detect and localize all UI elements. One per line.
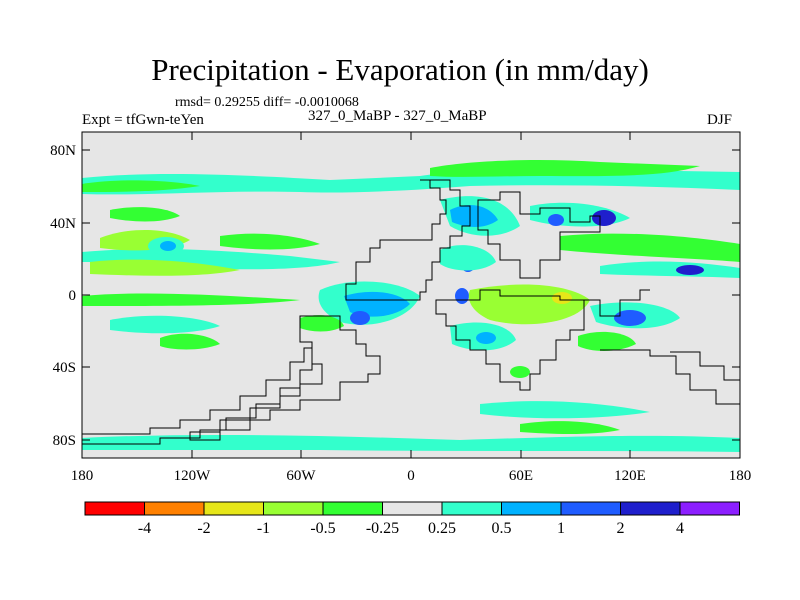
field-40n-blob <box>110 207 180 222</box>
coast-antarctic-peninsula <box>82 347 313 445</box>
field-s-pac-green <box>578 331 636 351</box>
field-west-pac <box>110 315 220 334</box>
colorbar-label-4: -0.25 <box>366 520 399 537</box>
field-antarctic <box>82 434 740 452</box>
lon-tick-120w: 120W <box>174 468 212 484</box>
lat-tick-40n: 40N <box>50 216 76 232</box>
colorbar-box-8 <box>560 501 621 516</box>
field-mid-pac <box>220 233 320 250</box>
coast-australia <box>600 349 741 405</box>
y-tick-marks <box>82 149 740 441</box>
colorbar-box-5 <box>382 501 443 516</box>
field-indian-yellow <box>552 292 572 304</box>
field-north-green <box>430 160 700 177</box>
colorbar: -4 -2 -1 -0.5 -0.25 0.25 0.5 1 2 4 <box>84 501 740 537</box>
colorbar-box-7 <box>501 501 562 516</box>
lon-tick-0: 0 <box>407 468 415 484</box>
coast-india-indochina <box>560 289 650 317</box>
stats-text: rmsd= 0.29255 diff= -0.0010068 <box>175 95 359 110</box>
runs-label: 327_0_MaBP - 327_0_MaBP <box>308 108 487 124</box>
field-40n-blue <box>160 241 176 251</box>
field-west-pac-east <box>560 233 740 262</box>
field-s-ocean <box>480 401 650 419</box>
colorbar-label-0: -4 <box>138 520 151 537</box>
field-asia-blue <box>548 214 564 226</box>
colorbar-box-1 <box>144 501 205 516</box>
lat-tick-80s: 80S <box>53 433 76 449</box>
colorbar-box-6 <box>441 501 502 516</box>
colorbar-label-2: -1 <box>257 520 270 537</box>
field-s-ocean-green <box>520 421 620 434</box>
coastlines <box>82 179 741 445</box>
colorbar-label-6: 0.5 <box>492 520 512 537</box>
coast-africa <box>435 289 585 391</box>
lon-tick-180w: 180 <box>71 468 94 484</box>
colorbar-label-3: -0.5 <box>310 520 335 537</box>
field-s-patch <box>510 366 530 378</box>
coast-africa-asia <box>477 191 601 279</box>
field-north-green-2 <box>82 180 200 192</box>
field-west-pac-green <box>160 333 220 350</box>
x-tick-marks <box>81 132 741 458</box>
field-south-africa-blue <box>476 332 496 344</box>
colorbar-label-9: 4 <box>676 520 684 537</box>
colorbar-box-0 <box>84 501 145 516</box>
coast-north-america <box>345 179 471 301</box>
colorbar-box-9 <box>620 501 681 516</box>
colorbar-label-8: 2 <box>617 520 625 537</box>
field-brazil <box>300 315 344 332</box>
field-s-pac-blue <box>614 310 646 326</box>
lat-tick-80n: 80N <box>50 143 76 159</box>
field-tropic-south <box>82 293 300 306</box>
field-africa-blue <box>450 205 498 227</box>
colorbar-label-7: 1 <box>557 520 565 537</box>
colorbar-box-2 <box>203 501 264 516</box>
precip-fields <box>82 160 740 452</box>
lon-tick-60w: 60W <box>286 468 316 484</box>
lat-tick-40s: 40S <box>53 360 76 376</box>
season-label: DJF <box>707 112 733 128</box>
lon-tick-60e: 60E <box>509 468 533 484</box>
field-atlantic-dark <box>350 311 370 325</box>
colorbar-label-1: -2 <box>197 520 210 537</box>
lat-tick-0: 0 <box>69 288 77 304</box>
lon-tick-180e: 180 <box>729 468 752 484</box>
field-west-pac-cyan <box>600 261 740 278</box>
colorbar-box-4 <box>322 501 383 516</box>
colorbar-label-5: 0.25 <box>428 520 456 537</box>
page-title: Precipitation - Evaporation (in mm/day) <box>151 52 649 87</box>
colorbar-box-3 <box>263 501 324 516</box>
lon-tick-120e: 120E <box>614 468 646 484</box>
field-tropic-west-green <box>90 259 240 276</box>
colorbar-box-10 <box>679 501 740 516</box>
field-atlantic-blue <box>344 291 410 317</box>
field-asia-dark <box>592 210 616 226</box>
field-africa-dark-2 <box>455 288 469 304</box>
field-west-pac-dark <box>676 265 704 275</box>
experiment-label: Expt = tfGwn-teYen <box>82 112 204 128</box>
field-eq-cyan <box>440 245 496 271</box>
